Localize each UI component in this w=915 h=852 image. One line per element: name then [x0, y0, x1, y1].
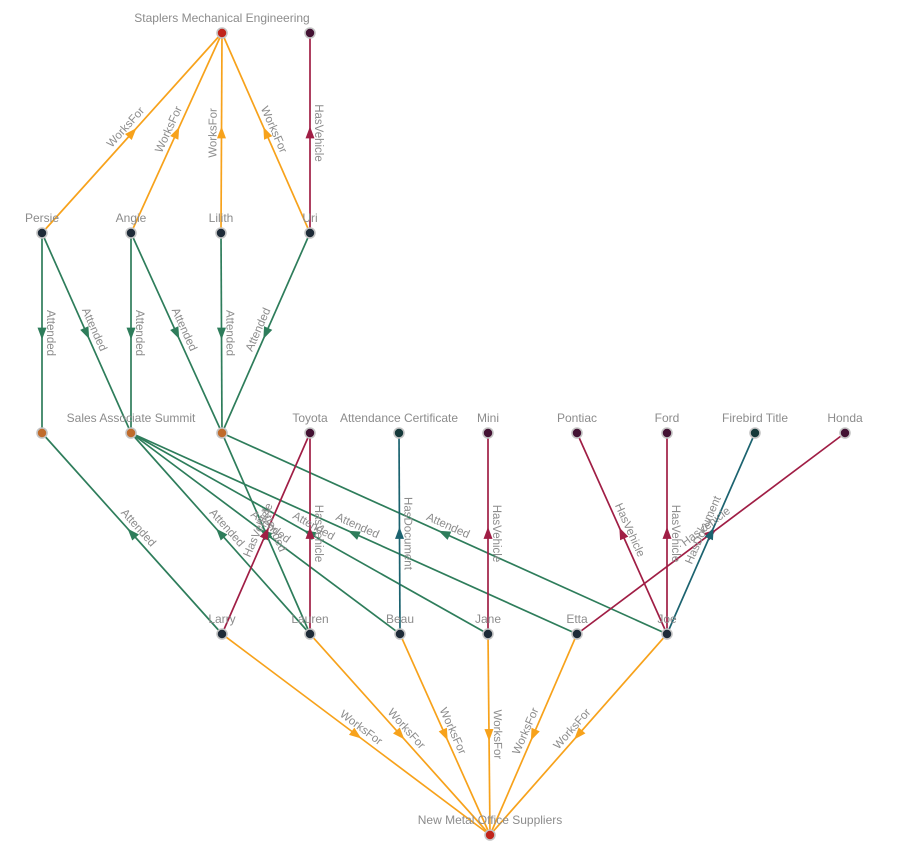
edge-arrowhead-icon [347, 530, 361, 540]
edge-label-worksfor: WorksFor [491, 710, 503, 760]
node-label-persie: Persie [25, 211, 59, 225]
edge-label-worksfor: WorksFor [552, 707, 594, 752]
edge-label-hasvehicle: HasVehicle [490, 505, 502, 563]
node-larry[interactable] [216, 628, 228, 640]
edge-arrowhead-icon [127, 528, 139, 541]
node-attendance-certificate[interactable] [393, 427, 405, 439]
node-label-etta: Etta [566, 612, 588, 626]
edge-arrowhead-icon [263, 126, 273, 140]
edge-arrowhead-icon [395, 526, 405, 539]
edge-arrowhead-icon [125, 128, 137, 141]
edge-arrowhead-icon [216, 126, 226, 139]
node-label-summit: Sales Associate Summit [67, 411, 196, 425]
edge-label-hasvehicle: HasVehicle [312, 505, 324, 563]
edge-arrowhead-icon [170, 126, 180, 140]
node-label-beau: Beau [386, 612, 414, 626]
edge-arrowhead-icon [704, 527, 714, 541]
node-ford[interactable] [661, 427, 673, 439]
edge-label-attended: Attended [44, 310, 56, 356]
edge-label-attended: Attended [118, 507, 158, 549]
node-label-pontiac: Pontiac [557, 411, 597, 425]
node-etta[interactable] [571, 628, 583, 640]
node-label-larry: Larry [208, 612, 235, 626]
node-vehicle-top[interactable] [304, 27, 316, 39]
node-toyota[interactable] [304, 427, 316, 439]
node-lauren[interactable] [304, 628, 316, 640]
edge-arrowhead-icon [37, 327, 47, 340]
node-summit[interactable] [125, 427, 137, 439]
edge-label-hasdocument: HasDocument [401, 497, 413, 571]
node-uri[interactable] [304, 227, 316, 239]
node-mini[interactable] [482, 427, 494, 439]
edge-label-worksfor: WorksFor [258, 105, 289, 155]
node-label-joe: Joe [657, 612, 677, 626]
edge-arrowhead-icon [438, 530, 452, 540]
edge-arrowhead-icon [80, 326, 90, 340]
edge-arrowhead-icon [438, 727, 448, 741]
edge-label-attended: Attended [223, 310, 235, 356]
node-joe[interactable] [661, 628, 673, 640]
edge-arrowhead-icon [662, 526, 672, 539]
node-event-right[interactable] [216, 427, 228, 439]
edge-arrowhead-icon [216, 528, 228, 541]
edges-layer [37, 32, 846, 836]
node-label-honda: Honda [827, 411, 863, 425]
edge-label-attended: Attended [133, 310, 145, 356]
node-label-attendance-certificate: Attendance Certificate [340, 411, 458, 425]
node-label-jane: Jane [475, 612, 501, 626]
edge-arrowhead-icon [305, 126, 315, 139]
node-label-lilith: Lilith [209, 211, 234, 225]
edge-label-hasvehicle: HasVehicle [312, 104, 324, 162]
node-persie[interactable] [36, 227, 48, 239]
edge-arrowhead-icon [393, 727, 405, 740]
edge-label-worksfor: WorksFor [385, 707, 427, 752]
node-label-mini: Mini [477, 411, 499, 425]
node-event-left[interactable] [36, 427, 48, 439]
node-label-toyota: Toyota [292, 411, 328, 425]
edge-arrowhead-icon [574, 727, 586, 740]
node-pontiac[interactable] [571, 427, 583, 439]
node-jane[interactable] [482, 628, 494, 640]
node-beau[interactable] [394, 628, 406, 640]
edge-label-worksfor: WorksFor [105, 105, 147, 150]
edge-arrowhead-icon [305, 526, 315, 539]
edge-arrowhead-icon [263, 326, 273, 340]
node-label-uri: Uri [302, 211, 317, 225]
node-label-angie: Angie [116, 211, 147, 225]
node-label-ford: Ford [655, 411, 680, 425]
node-staplers[interactable] [216, 27, 228, 39]
node-lilith[interactable] [215, 227, 227, 239]
node-firebird-title[interactable] [749, 427, 761, 439]
node-angie[interactable] [125, 227, 137, 239]
nodes-layer [36, 27, 851, 841]
edge-arrowhead-icon [619, 527, 629, 541]
node-labels-layer: Staplers Mechanical Engineering Persie Ang… [25, 11, 863, 827]
node-label-new-metal: New Metal Office Suppliers [418, 813, 563, 827]
edge-arrowhead-icon [484, 729, 494, 742]
edge-arrowhead-icon [483, 526, 493, 539]
node-honda[interactable] [839, 427, 851, 439]
node-label-lauren: Lauren [291, 612, 328, 626]
edge-label-attended: Attended [207, 507, 247, 549]
edge-label-hasvehicle: HasVehicle [669, 505, 681, 563]
node-new-metal[interactable] [484, 829, 496, 841]
edge-label-worksfor: WorksFor [207, 108, 219, 158]
edge-arrowhead-icon [259, 527, 269, 541]
edge-arrowhead-icon [170, 326, 180, 340]
edge-arrowhead-icon [530, 727, 540, 741]
edge-label-hasdocument: HasDocument [684, 494, 725, 566]
node-label-staplers: Staplers Mechanical Engineering [134, 11, 309, 25]
edge-arrowhead-icon [126, 327, 136, 340]
edge-arrowhead-icon [216, 327, 226, 340]
edge-labels-layer: WorksFor WorksFor WorksFor WorksFor HasVehic… [44, 104, 733, 759]
edge-label-worksfor: WorksFor [337, 708, 384, 747]
node-label-firebird-title: Firebird Title [722, 411, 788, 425]
